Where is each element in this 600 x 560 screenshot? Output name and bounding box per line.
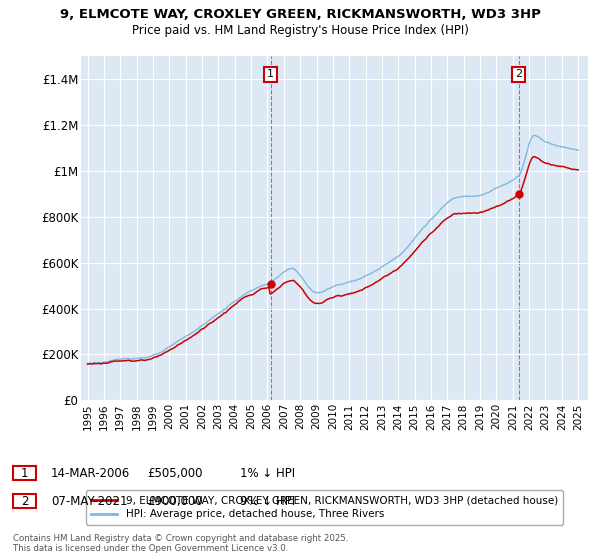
Text: 14-MAR-2006: 14-MAR-2006: [51, 466, 130, 480]
Text: 1% ↓ HPI: 1% ↓ HPI: [240, 466, 295, 480]
Text: 07-MAY-2021: 07-MAY-2021: [51, 494, 128, 508]
Text: 1: 1: [267, 69, 274, 80]
Text: Price paid vs. HM Land Registry's House Price Index (HPI): Price paid vs. HM Land Registry's House …: [131, 24, 469, 37]
Text: £505,000: £505,000: [147, 466, 203, 480]
Text: 9% ↓ HPI: 9% ↓ HPI: [240, 494, 295, 508]
Text: 2: 2: [515, 69, 523, 80]
Text: 2: 2: [21, 494, 28, 508]
Legend: 9, ELMCOTE WAY, CROXLEY GREEN, RICKMANSWORTH, WD3 3HP (detached house), HPI: Ave: 9, ELMCOTE WAY, CROXLEY GREEN, RICKMANSW…: [86, 490, 563, 525]
Text: 9, ELMCOTE WAY, CROXLEY GREEN, RICKMANSWORTH, WD3 3HP: 9, ELMCOTE WAY, CROXLEY GREEN, RICKMANSW…: [59, 8, 541, 21]
Text: 1: 1: [21, 466, 28, 480]
Text: Contains HM Land Registry data © Crown copyright and database right 2025.
This d: Contains HM Land Registry data © Crown c…: [13, 534, 349, 553]
Text: £900,000: £900,000: [147, 494, 203, 508]
